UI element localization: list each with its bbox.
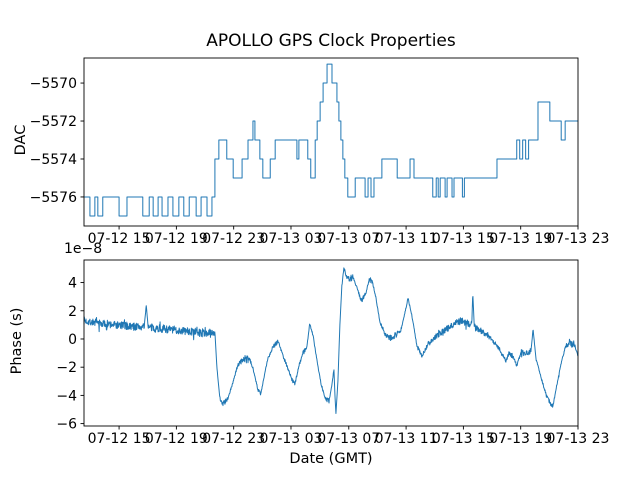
x-tick-label: 07-12 15 <box>88 231 151 247</box>
y-tick-label: 2 <box>68 304 77 320</box>
x-tick-label: 07-12 15 <box>88 431 151 447</box>
x-tick-label: 07-13 11 <box>375 431 438 447</box>
x-tick-label: 07-13 15 <box>432 231 495 247</box>
x-tick-label: 07-13 07 <box>317 231 380 247</box>
x-tick-label: 07-12 19 <box>145 231 208 247</box>
dac-y-axis-label: DAC <box>13 124 29 156</box>
x-tick-label: 07-12 19 <box>145 431 208 447</box>
x-tick-label: 07-12 23 <box>202 431 265 447</box>
x-tick-label: 07-13 19 <box>489 431 552 447</box>
x-tick-label: 07-13 23 <box>547 231 610 247</box>
y-tick-label: 0 <box>68 332 77 348</box>
offset-text: 1e−8 <box>64 241 103 257</box>
phase-y-axis-label: Phase (s) <box>9 307 25 375</box>
y-tick-label: −5576 <box>30 190 77 206</box>
x-tick-label: 07-13 23 <box>547 431 610 447</box>
x-axis-label: Date (GMT) <box>289 451 373 467</box>
x-tick-label: 07-12 23 <box>202 231 265 247</box>
x-tick-label: 07-13 19 <box>489 231 552 247</box>
y-tick-label: −5570 <box>30 76 77 92</box>
y-tick-label: −6 <box>56 417 77 433</box>
y-tick-label: −5572 <box>30 114 77 130</box>
y-tick-label: −5574 <box>30 152 77 168</box>
x-tick-label: 07-13 11 <box>375 231 438 247</box>
axes-frame <box>83 57 579 227</box>
phase-series-line <box>83 267 579 414</box>
y-tick-label: 4 <box>68 276 77 292</box>
x-tick-label: 07-13 03 <box>260 231 323 247</box>
dac-series-line <box>84 63 578 217</box>
x-tick-label: 07-13 03 <box>260 431 323 447</box>
x-tick-label: 07-13 07 <box>317 431 380 447</box>
y-tick-label: −2 <box>56 360 77 376</box>
x-tick-label: 07-13 15 <box>432 431 495 447</box>
y-tick-label: −4 <box>56 388 77 404</box>
axes-frame <box>83 259 579 427</box>
chart-title: APOLLO GPS Clock Properties <box>206 31 456 51</box>
